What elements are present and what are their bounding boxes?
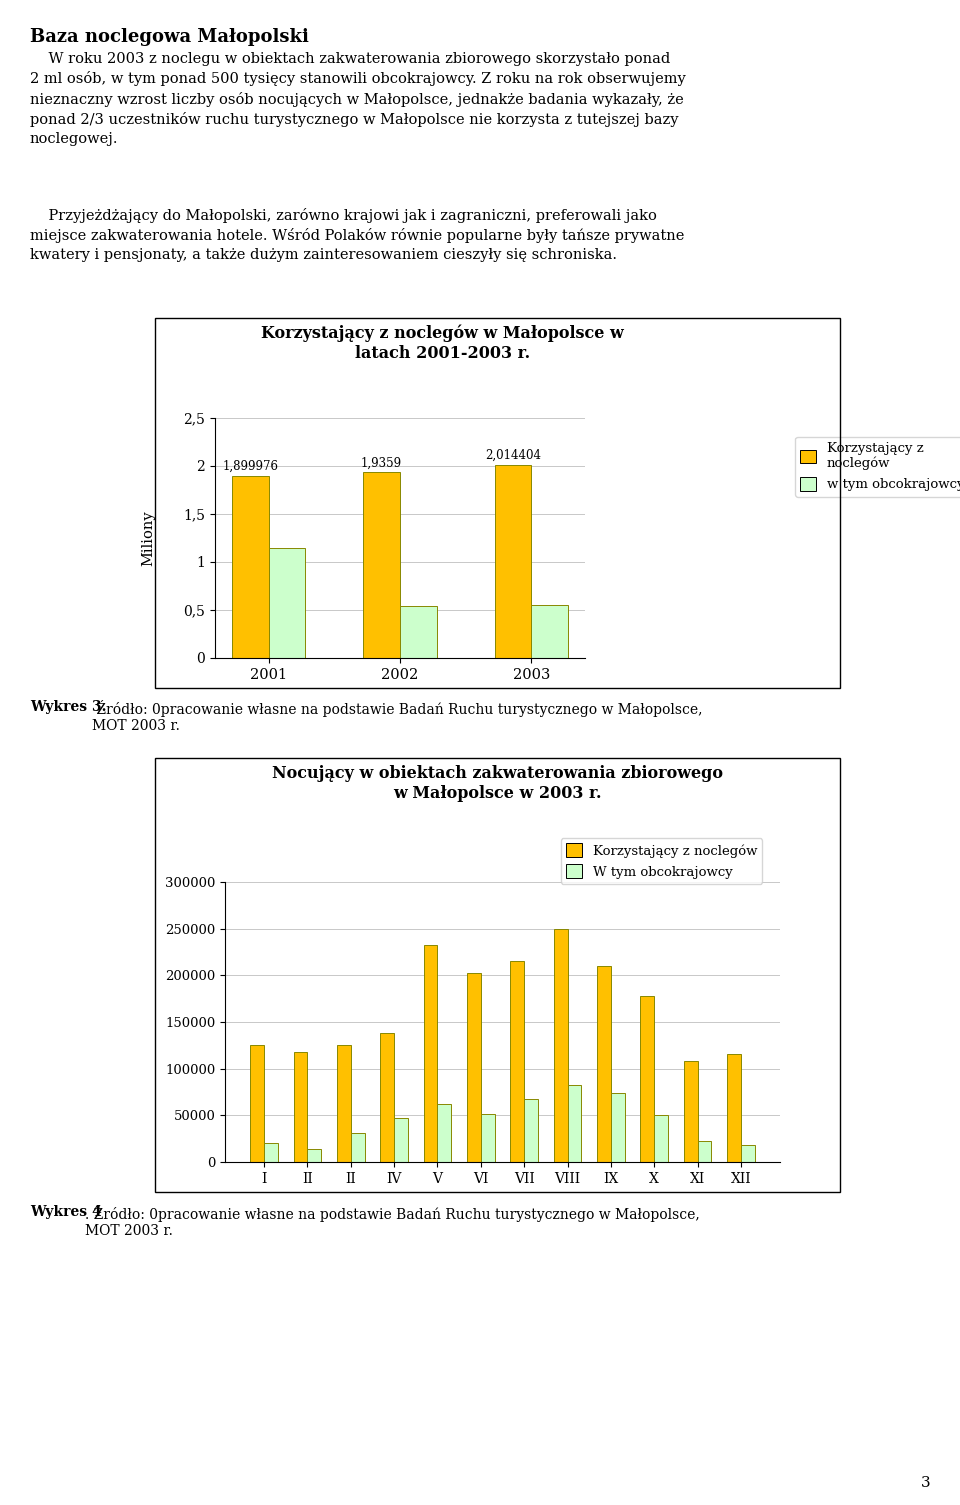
- Bar: [494, 465, 532, 658]
- Text: Przyjeżdżający do Małopolski, zarówno krajowi jak i zagraniczni, preferowali jak: Przyjeżdżający do Małopolski, zarówno kr…: [30, 208, 684, 262]
- Bar: [400, 607, 437, 658]
- Bar: [727, 1054, 741, 1162]
- Bar: [698, 1141, 711, 1162]
- Bar: [532, 605, 568, 658]
- Text: Baza noclegowa Małopolski: Baza noclegowa Małopolski: [30, 29, 309, 47]
- Text: 1,899976: 1,899976: [222, 459, 278, 473]
- Text: Korzystający z noclegów w Małopolsce w
latach 2001-2003 r.: Korzystający z noclegów w Małopolsce w l…: [261, 325, 624, 363]
- Bar: [467, 972, 481, 1162]
- Text: . Źródło: 0pracowanie własne na podstawie Badań Ruchu turystycznego w Małopolsce: . Źródło: 0pracowanie własne na podstawi…: [85, 1206, 700, 1239]
- Bar: [511, 962, 524, 1162]
- Legend: Korzystający z
noclegów, w tym obcokrajowcy: Korzystający z noclegów, w tym obcokrajo…: [795, 436, 960, 497]
- Text: Nocujący w obiektach zakwaterowania zbiorowego
w Małopolsce w 2003 r.: Nocujący w obiektach zakwaterowania zbio…: [272, 765, 723, 802]
- Bar: [597, 966, 611, 1162]
- Bar: [363, 473, 400, 658]
- Bar: [684, 1061, 698, 1162]
- Text: 1,9359: 1,9359: [361, 456, 402, 470]
- Bar: [380, 1034, 395, 1162]
- Bar: [438, 1105, 451, 1162]
- Bar: [307, 1148, 322, 1162]
- Bar: [567, 1085, 582, 1162]
- Bar: [640, 996, 654, 1162]
- Bar: [395, 1118, 408, 1162]
- Bar: [654, 1115, 668, 1162]
- Text: 2,014404: 2,014404: [485, 448, 541, 462]
- Bar: [741, 1145, 755, 1162]
- Text: Źródło: 0pracowanie własne na podstawie Badań Ruchu turystycznego w Małopolsce,
: Źródło: 0pracowanie własne na podstawie …: [92, 700, 703, 733]
- Bar: [231, 476, 269, 658]
- Bar: [251, 1046, 264, 1162]
- Bar: [524, 1099, 538, 1162]
- Y-axis label: Miliony: Miliony: [142, 510, 156, 566]
- Bar: [554, 929, 567, 1162]
- Text: 3: 3: [921, 1476, 930, 1490]
- Bar: [269, 548, 305, 658]
- Bar: [350, 1133, 365, 1162]
- Bar: [264, 1144, 278, 1162]
- Bar: [337, 1046, 350, 1162]
- Bar: [294, 1052, 307, 1162]
- Legend: Korzystający z noclegów, W tym obcokrajowcy: Korzystający z noclegów, W tym obcokrajo…: [561, 838, 762, 883]
- Bar: [611, 1093, 625, 1162]
- Text: Wykres 3.: Wykres 3.: [30, 700, 107, 713]
- Bar: [481, 1114, 494, 1162]
- Text: W roku 2003 z noclegu w obiektach zakwaterowania zbiorowego skorzystało ponad
2 : W roku 2003 z noclegu w obiektach zakwat…: [30, 53, 685, 146]
- Text: Wykres 4: Wykres 4: [30, 1206, 102, 1219]
- Bar: [423, 945, 438, 1162]
